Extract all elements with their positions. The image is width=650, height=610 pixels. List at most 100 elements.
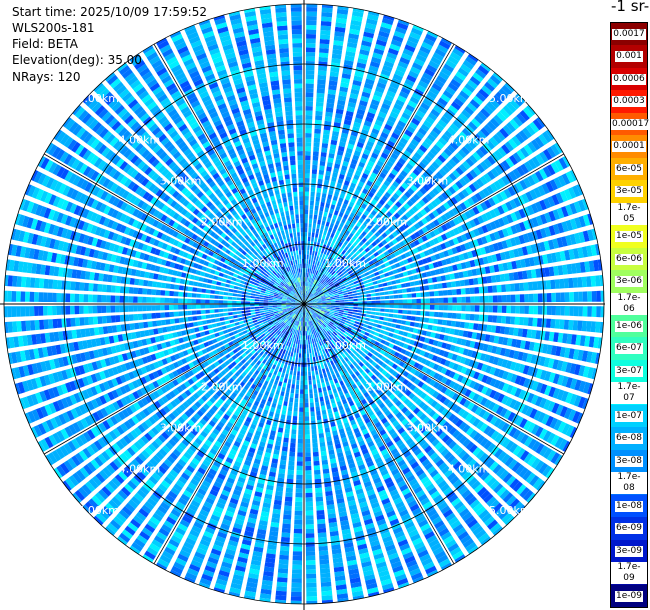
ray-gate bbox=[528, 293, 534, 303]
ray-gate bbox=[348, 309, 354, 312]
ray-gate bbox=[387, 248, 394, 254]
ray-gate bbox=[329, 292, 334, 296]
ray-gate bbox=[315, 270, 319, 276]
ray-gate bbox=[320, 34, 331, 40]
ray-gate bbox=[318, 283, 322, 288]
ray-gate bbox=[296, 380, 300, 385]
ray-gate bbox=[439, 267, 445, 274]
ray-gate bbox=[291, 347, 295, 353]
ray-gate bbox=[546, 164, 556, 176]
ray-gate bbox=[391, 107, 401, 115]
ray-gate bbox=[497, 178, 506, 188]
ray-gate bbox=[480, 108, 491, 118]
ray-gate bbox=[526, 245, 533, 255]
ray-gate bbox=[308, 287, 312, 292]
ray-gate bbox=[305, 128, 312, 134]
ray-gate bbox=[320, 378, 325, 384]
ray-gate bbox=[389, 309, 394, 313]
ray-gate bbox=[319, 243, 323, 249]
ray-gate bbox=[305, 65, 315, 71]
ray-gate bbox=[384, 144, 393, 152]
ray-gate bbox=[413, 113, 423, 122]
ray-gate bbox=[312, 442, 318, 448]
ray-gate bbox=[322, 280, 327, 285]
ray-gate bbox=[349, 244, 355, 251]
ray-gate bbox=[494, 165, 503, 175]
ray-gate bbox=[311, 182, 316, 188]
ray-gate bbox=[523, 220, 531, 230]
ray-gate bbox=[527, 232, 534, 242]
ray-gate bbox=[404, 191, 412, 199]
ray-gate bbox=[288, 460, 295, 466]
ray-gate bbox=[317, 271, 321, 276]
ray-gate bbox=[297, 456, 303, 462]
ray-gate bbox=[334, 191, 340, 197]
ray-gate bbox=[380, 131, 389, 139]
ray-gate bbox=[386, 266, 392, 272]
ray-gate bbox=[465, 157, 475, 167]
ray-gate bbox=[554, 142, 563, 154]
ray-gate bbox=[312, 356, 316, 362]
ray-gate bbox=[283, 401, 288, 407]
ray-gate bbox=[490, 152, 500, 163]
ray-gate bbox=[343, 59, 354, 66]
ray-gate bbox=[312, 290, 316, 294]
ray-gate bbox=[295, 339, 299, 344]
ray-gate bbox=[395, 144, 404, 153]
ray-gate bbox=[339, 86, 349, 93]
ray-gate bbox=[322, 386, 327, 392]
ray-gate bbox=[429, 147, 439, 156]
ray-gate bbox=[395, 189, 403, 197]
ray-gate bbox=[372, 258, 378, 263]
ray-gate bbox=[561, 236, 568, 247]
ray-gate bbox=[406, 287, 412, 293]
ray-gate bbox=[432, 187, 440, 196]
ray-gate bbox=[404, 129, 413, 138]
ray-gate bbox=[371, 198, 378, 206]
ray-gate bbox=[315, 496, 324, 502]
ray-gate bbox=[276, 385, 282, 391]
ray-gate bbox=[323, 125, 331, 131]
ray-gate bbox=[407, 299, 412, 304]
ray-gate bbox=[375, 86, 385, 94]
ray-gate bbox=[314, 365, 318, 371]
ray-gate bbox=[305, 142, 312, 147]
ray-gate bbox=[316, 192, 321, 198]
ray-gate bbox=[312, 250, 315, 256]
ray-gate bbox=[390, 215, 397, 222]
ray-gate bbox=[352, 235, 358, 241]
ray-gate bbox=[408, 208, 416, 216]
ray-gate bbox=[386, 255, 392, 261]
ray-gate bbox=[305, 438, 311, 444]
ray-gate bbox=[306, 344, 309, 349]
ray-gate bbox=[404, 44, 416, 53]
ray-gate bbox=[311, 264, 315, 270]
ray-gate bbox=[369, 103, 379, 111]
ray-gate bbox=[290, 393, 294, 398]
ray-gate bbox=[457, 149, 467, 159]
ray-gate bbox=[320, 201, 325, 207]
ray-gate bbox=[321, 197, 326, 203]
ray-gate bbox=[382, 127, 391, 135]
ray-gate bbox=[365, 116, 374, 123]
ray-gate bbox=[493, 207, 501, 217]
ray-gate bbox=[358, 181, 365, 188]
ray-gate bbox=[306, 591, 317, 597]
ray-gate bbox=[310, 294, 314, 298]
ray-gate bbox=[340, 207, 346, 214]
ray-gate bbox=[379, 312, 385, 316]
ray-gate bbox=[299, 344, 302, 349]
ray-gate bbox=[322, 288, 327, 292]
ray-gate bbox=[482, 324, 488, 332]
ray-gate bbox=[478, 286, 484, 294]
ray-gate bbox=[304, 290, 306, 295]
ray-gate bbox=[440, 115, 450, 125]
ray-gate bbox=[374, 271, 380, 276]
ray-gate bbox=[344, 297, 349, 300]
ray-gate bbox=[473, 277, 479, 285]
ray-gate bbox=[377, 228, 384, 235]
ray-gate bbox=[520, 258, 526, 268]
ray-gate bbox=[537, 305, 543, 315]
ray-gate bbox=[502, 262, 509, 271]
ray-gate bbox=[416, 148, 425, 157]
